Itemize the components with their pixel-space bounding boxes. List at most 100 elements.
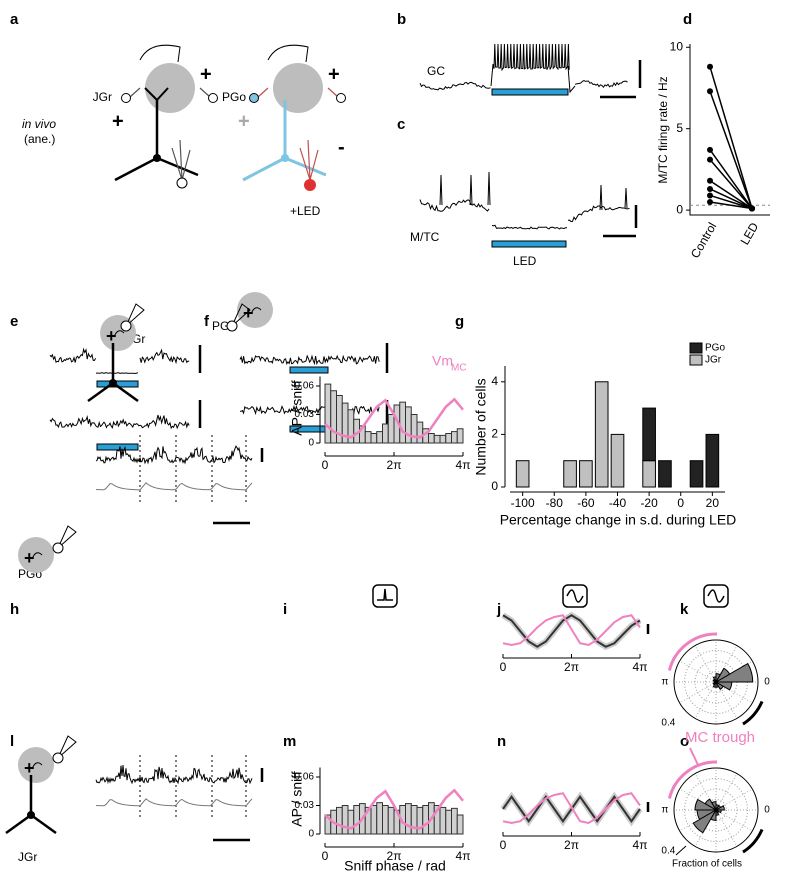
cell bbox=[304, 179, 316, 191]
panel-label: m bbox=[283, 733, 296, 750]
recording-trace bbox=[49, 414, 190, 430]
panel-label: f bbox=[204, 313, 210, 330]
annotation-line bbox=[689, 747, 700, 766]
bar bbox=[376, 802, 384, 835]
axis bbox=[689, 44, 770, 216]
wedge bbox=[715, 673, 721, 684]
icon-glyph bbox=[566, 589, 584, 603]
bar bbox=[428, 433, 435, 444]
legend-swatch bbox=[689, 354, 703, 366]
bar bbox=[330, 390, 337, 444]
cell bbox=[121, 93, 131, 103]
wedge bbox=[692, 808, 718, 834]
y-tick-label: 0 bbox=[491, 479, 498, 493]
soma bbox=[153, 154, 161, 162]
soma bbox=[27, 811, 35, 819]
bar bbox=[387, 414, 395, 444]
line bbox=[324, 397, 464, 439]
cell bbox=[336, 93, 346, 103]
panel-label: g bbox=[455, 313, 464, 330]
x-tick-label: 4π bbox=[456, 458, 471, 472]
theta-tick-label: 0 bbox=[764, 677, 770, 688]
neuron bbox=[5, 775, 57, 835]
x-axis-label: Sniff phase / rad bbox=[344, 858, 446, 871]
x-tick-label: 2π bbox=[564, 660, 579, 674]
annotation: Vm bbox=[432, 353, 453, 369]
y-tick-label: 0.03 bbox=[295, 800, 315, 811]
pair-line bbox=[709, 90, 753, 209]
x-tick-label: 2π bbox=[387, 458, 402, 472]
bar bbox=[445, 809, 453, 835]
panel-label: l bbox=[10, 733, 14, 750]
bar bbox=[642, 407, 656, 462]
recording-trace bbox=[419, 81, 491, 91]
r-tick-label: 0.4 bbox=[661, 846, 675, 857]
x-tick-label: Control bbox=[688, 220, 719, 261]
icon-glyph bbox=[707, 589, 725, 603]
bar bbox=[515, 460, 530, 488]
cell-label: JGr bbox=[93, 90, 112, 104]
x-tick-label: 4π bbox=[456, 849, 471, 863]
polar-grid bbox=[715, 809, 738, 847]
data-point bbox=[749, 205, 755, 212]
y-axis-label: Number of cells bbox=[473, 378, 489, 475]
wedge bbox=[714, 809, 722, 814]
pair-line bbox=[709, 194, 753, 210]
legend-label: PGo bbox=[705, 343, 725, 354]
x-tick-label: 4π bbox=[633, 660, 648, 674]
r-tick-label: 0.4 bbox=[661, 718, 675, 729]
schematic-a: in vivo (ane.) JGr PGo + + + + - +LED bbox=[22, 44, 346, 218]
y-axis-label: AP / sniff bbox=[289, 771, 305, 827]
panel-label: i bbox=[283, 601, 287, 618]
polar-grid bbox=[694, 681, 717, 719]
icon-glyph bbox=[377, 588, 393, 601]
bar bbox=[658, 460, 672, 488]
x-tick-label: 2π bbox=[387, 849, 402, 863]
x-tick-label: 0 bbox=[322, 458, 329, 472]
bar bbox=[382, 423, 389, 444]
wedge bbox=[714, 662, 754, 683]
r-axis-label: Fraction of cells bbox=[672, 859, 742, 870]
recording-trace bbox=[239, 354, 380, 366]
bar bbox=[404, 803, 412, 835]
phase-arc bbox=[667, 632, 718, 671]
x-tick-label: -60 bbox=[577, 496, 595, 510]
glomerulus bbox=[18, 747, 54, 783]
wedge bbox=[714, 681, 733, 691]
bar bbox=[689, 460, 704, 488]
bar bbox=[451, 431, 458, 444]
wedge bbox=[694, 798, 718, 811]
sign: + bbox=[200, 63, 212, 85]
pair-line bbox=[709, 201, 753, 210]
theta-tick-label: π bbox=[662, 677, 669, 688]
bar bbox=[439, 806, 447, 835]
sign: + bbox=[106, 326, 117, 346]
y-tick-label: 5 bbox=[676, 121, 683, 135]
bar bbox=[382, 805, 389, 835]
sign: + bbox=[24, 548, 35, 568]
line bbox=[502, 614, 641, 647]
cell bbox=[249, 93, 259, 103]
y-tick-label: 0 bbox=[308, 438, 314, 449]
axon bbox=[267, 44, 309, 63]
pair-line bbox=[709, 159, 753, 209]
polar-grid bbox=[679, 660, 717, 683]
bar bbox=[451, 807, 458, 835]
panel-label: a bbox=[10, 11, 19, 28]
dendrite bbox=[257, 87, 339, 183]
panel-label: h bbox=[10, 601, 19, 618]
x-tick-label: -20 bbox=[640, 496, 658, 510]
condition-label: +LED bbox=[290, 204, 321, 218]
panel-label: n bbox=[497, 733, 506, 750]
polar-grid bbox=[715, 809, 753, 832]
x-tick-label: -100 bbox=[511, 496, 535, 510]
polar-grid bbox=[679, 681, 717, 704]
stimulus-label: LED bbox=[513, 254, 537, 268]
bar bbox=[642, 460, 656, 488]
bar bbox=[364, 431, 372, 444]
polar-grid bbox=[705, 799, 727, 821]
x-tick-label: 2π bbox=[564, 838, 579, 852]
wedge bbox=[710, 808, 717, 822]
data-point bbox=[707, 192, 713, 199]
legend-swatch bbox=[689, 342, 703, 354]
